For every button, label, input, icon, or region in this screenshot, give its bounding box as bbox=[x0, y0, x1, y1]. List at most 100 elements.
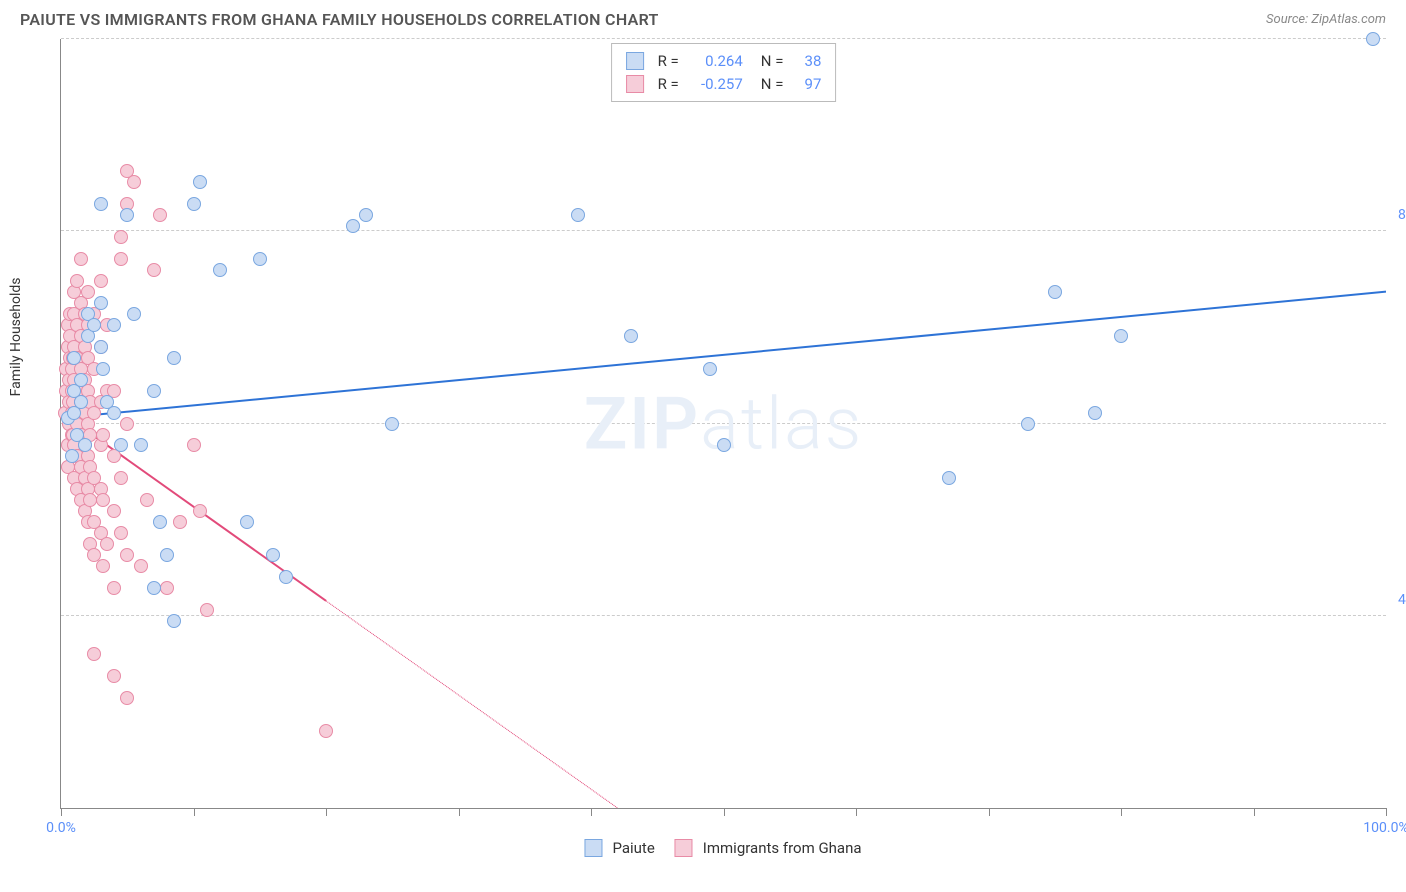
chart-header: PAIUTE VS IMMIGRANTS FROM GHANA FAMILY H… bbox=[0, 0, 1406, 39]
r-label: R = bbox=[658, 50, 679, 73]
r-value: -0.257 bbox=[689, 73, 743, 96]
data-point-ghana bbox=[114, 526, 128, 540]
data-point-paiute bbox=[74, 373, 88, 387]
x-tick bbox=[459, 808, 460, 816]
data-point-ghana bbox=[96, 559, 110, 573]
data-point-ghana bbox=[173, 515, 187, 529]
data-point-paiute bbox=[167, 614, 181, 628]
stats-row-paiute: R =0.264N =38 bbox=[626, 50, 822, 73]
data-point-paiute bbox=[1088, 406, 1102, 420]
data-point-paiute bbox=[346, 219, 360, 233]
data-point-ghana bbox=[107, 669, 121, 683]
x-tick bbox=[1254, 808, 1255, 816]
data-point-paiute bbox=[359, 208, 373, 222]
legend-swatch-ghana bbox=[675, 839, 693, 857]
data-point-ghana bbox=[160, 581, 174, 595]
data-point-paiute bbox=[279, 570, 293, 584]
x-tick bbox=[591, 808, 592, 816]
data-point-paiute bbox=[74, 395, 88, 409]
data-point-ghana bbox=[200, 603, 214, 617]
legend-swatch-paiute bbox=[584, 839, 602, 857]
data-point-paiute bbox=[153, 515, 167, 529]
data-point-paiute bbox=[187, 197, 201, 211]
x-tick bbox=[194, 808, 195, 816]
x-tick bbox=[724, 808, 725, 816]
data-point-paiute bbox=[703, 362, 717, 376]
regression-lines bbox=[61, 39, 1386, 808]
data-point-ghana bbox=[107, 504, 121, 518]
data-point-paiute bbox=[1048, 285, 1062, 299]
plot-region: ZIPatlas R =0.264N =38R =-0.257N =97 47.… bbox=[60, 39, 1386, 809]
stats-row-ghana: R =-0.257N =97 bbox=[626, 73, 822, 96]
data-point-paiute bbox=[147, 581, 161, 595]
data-point-ghana bbox=[134, 559, 148, 573]
data-point-paiute bbox=[127, 307, 141, 321]
data-point-paiute bbox=[147, 384, 161, 398]
data-point-paiute bbox=[94, 296, 108, 310]
data-point-paiute bbox=[107, 318, 121, 332]
data-point-paiute bbox=[1114, 329, 1128, 343]
x-tick bbox=[989, 808, 990, 816]
data-point-paiute bbox=[160, 548, 174, 562]
watermark: ZIPatlas bbox=[584, 381, 864, 466]
data-point-paiute bbox=[94, 197, 108, 211]
data-point-ghana bbox=[107, 581, 121, 595]
legend-label: Paiute bbox=[612, 839, 654, 857]
data-point-paiute bbox=[96, 362, 110, 376]
data-point-ghana bbox=[120, 691, 134, 705]
x-tick bbox=[1386, 808, 1387, 816]
y-tick-label: 82.5% bbox=[1392, 207, 1406, 223]
y-axis-label: Family Households bbox=[8, 277, 24, 396]
data-point-paiute bbox=[120, 208, 134, 222]
data-point-ghana bbox=[81, 285, 95, 299]
legend-item-ghana: Immigrants from Ghana bbox=[675, 839, 862, 857]
data-point-paiute bbox=[107, 406, 121, 420]
legend: Paiute Immigrants from Ghana bbox=[584, 839, 861, 857]
data-point-ghana bbox=[120, 164, 134, 178]
legend-label: Immigrants from Ghana bbox=[703, 839, 862, 857]
n-label: N = bbox=[761, 73, 784, 96]
data-point-ghana bbox=[94, 274, 108, 288]
data-point-paiute bbox=[67, 351, 81, 365]
data-point-paiute bbox=[942, 471, 956, 485]
x-tick-label: 0.0% bbox=[46, 820, 76, 836]
data-point-paiute bbox=[167, 351, 181, 365]
data-point-paiute bbox=[385, 417, 399, 431]
x-tick-label: 100.0% bbox=[1363, 820, 1406, 836]
data-point-paiute bbox=[134, 438, 148, 452]
data-point-ghana bbox=[87, 647, 101, 661]
x-tick bbox=[61, 808, 62, 816]
gridline bbox=[61, 38, 1386, 39]
data-point-ghana bbox=[140, 493, 154, 507]
data-point-ghana bbox=[114, 252, 128, 266]
data-point-paiute bbox=[193, 175, 207, 189]
r-value: 0.264 bbox=[689, 50, 743, 73]
data-point-ghana bbox=[147, 263, 161, 277]
data-point-paiute bbox=[114, 438, 128, 452]
y-tick-label: 47.5% bbox=[1392, 592, 1406, 608]
x-tick bbox=[856, 808, 857, 816]
gridline bbox=[61, 423, 1386, 424]
data-point-ghana bbox=[319, 724, 333, 738]
legend-item-paiute: Paiute bbox=[584, 839, 654, 857]
data-point-paiute bbox=[240, 515, 254, 529]
data-point-ghana bbox=[120, 548, 134, 562]
data-point-paiute bbox=[717, 438, 731, 452]
n-value: 38 bbox=[793, 50, 821, 73]
data-point-paiute bbox=[253, 252, 267, 266]
data-point-ghana bbox=[120, 417, 134, 431]
x-tick bbox=[1121, 808, 1122, 816]
data-point-ghana bbox=[153, 208, 167, 222]
data-point-ghana bbox=[193, 504, 207, 518]
data-point-ghana bbox=[114, 230, 128, 244]
data-point-paiute bbox=[94, 340, 108, 354]
data-point-ghana bbox=[100, 537, 114, 551]
source-attribution: Source: ZipAtlas.com bbox=[1266, 12, 1386, 27]
data-point-paiute bbox=[1366, 32, 1380, 46]
data-point-paiute bbox=[213, 263, 227, 277]
gridline bbox=[61, 230, 1386, 231]
gridline bbox=[61, 615, 1386, 616]
data-point-ghana bbox=[187, 438, 201, 452]
data-point-paiute bbox=[1021, 417, 1035, 431]
r-label: R = bbox=[658, 73, 679, 96]
